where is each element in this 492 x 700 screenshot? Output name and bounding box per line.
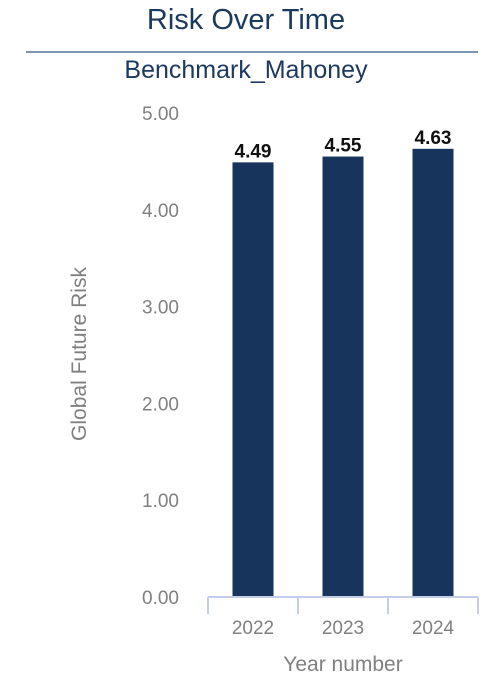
bar-value-label: 4.55: [325, 136, 362, 157]
title-divider: [26, 51, 478, 53]
y-tick-label: 0.00: [142, 588, 179, 609]
x-axis-title: Year number: [283, 653, 402, 676]
y-axis-title: Global Future Risk: [68, 267, 91, 441]
y-tick-label: 3.00: [142, 298, 179, 319]
y-tick-label: 5.00: [142, 104, 179, 125]
chart-subtitle: Benchmark_Mahoney: [124, 56, 368, 84]
y-tick-label: 4.00: [142, 201, 179, 222]
bar-value-label: 4.49: [235, 141, 272, 162]
x-tick-label: 2023: [322, 618, 364, 639]
y-tick-label: 1.00: [142, 491, 179, 512]
bars: [232, 148, 454, 598]
y-tick-label: 2.00: [142, 394, 179, 415]
x-axis-ticks: 2022 2023 2024: [232, 618, 455, 639]
bar: [232, 162, 274, 598]
bar-value-label: 4.63: [415, 128, 452, 149]
bar: [412, 148, 454, 598]
chart-title: Risk Over Time: [146, 4, 346, 36]
bar-data-labels: 4.49 4.55 4.63: [235, 128, 452, 163]
x-axis: [207, 596, 479, 614]
x-tick-label: 2022: [232, 618, 274, 639]
x-tick-label: 2024: [412, 618, 455, 639]
bar: [322, 156, 364, 597]
y-axis-ticks: 0.00 1.00 2.00 3.00 4.00 5.00: [142, 104, 179, 609]
